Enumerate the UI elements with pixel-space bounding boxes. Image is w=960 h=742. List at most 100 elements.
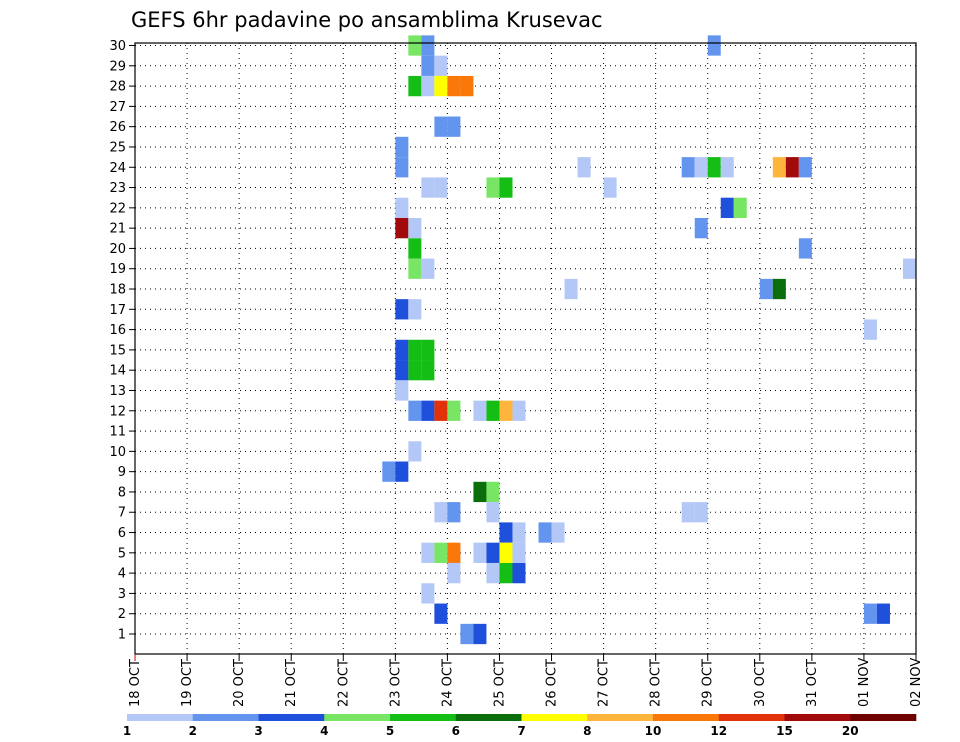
- precip-cell: [421, 542, 435, 563]
- x-tick-label: 18 OCT: [128, 659, 143, 707]
- precip-cell: [473, 481, 487, 503]
- legend-swatch: [127, 714, 194, 721]
- precip-cell: [421, 360, 435, 381]
- precip-cell: [798, 238, 812, 259]
- x-tick-label: 31 OCT: [805, 659, 820, 707]
- legend-label: 6: [452, 724, 460, 738]
- y-tick-label: 14: [109, 364, 126, 379]
- precip-cell: [434, 400, 448, 421]
- precip-cell: [486, 400, 500, 421]
- legend-label: 5: [386, 724, 394, 738]
- precip-cell: [512, 562, 526, 584]
- precip-cell: [538, 522, 552, 543]
- precip-cell: [421, 258, 435, 279]
- legend-swatch: [784, 714, 851, 721]
- y-tick-label: 5: [118, 546, 126, 561]
- precip-cell: [512, 400, 526, 421]
- precip-cell: [720, 157, 734, 178]
- precip-cell: [707, 157, 721, 178]
- y-tick-label: 10: [109, 445, 126, 460]
- precip-cell: [486, 542, 500, 563]
- precip-cell: [772, 278, 786, 300]
- y-tick-label: 4: [118, 567, 126, 582]
- precip-cell: [395, 339, 409, 361]
- precip-cell: [408, 339, 422, 361]
- legend-swatch: [718, 714, 785, 721]
- precip-cell: [486, 481, 500, 503]
- y-tick-label: 13: [109, 384, 126, 399]
- precip-cell: [460, 623, 474, 645]
- y-tick-label: 16: [109, 323, 126, 338]
- chart-title: GEFS 6hr padavine po ansamblima Krusevac: [131, 8, 603, 32]
- precip-cell: [408, 75, 422, 97]
- precip-cell: [408, 35, 422, 56]
- y-tick-label: 24: [109, 161, 126, 176]
- precip-cell: [421, 583, 435, 604]
- precip-cell: [395, 360, 409, 381]
- precip-cell: [863, 603, 877, 624]
- x-tick-label: 27 OCT: [597, 659, 612, 707]
- legend-swatch: [192, 714, 259, 721]
- x-tick-label: 22 OCT: [336, 659, 351, 707]
- x-tick-label: 29 OCT: [701, 659, 716, 707]
- precip-cell: [421, 400, 435, 421]
- precip-cell: [499, 542, 513, 563]
- precip-cell: [499, 177, 513, 198]
- precipitation-cells: [382, 35, 916, 645]
- precip-cell: [395, 157, 409, 178]
- x-tick-label: 30 OCT: [753, 659, 768, 707]
- y-tick-label: 27: [109, 100, 126, 115]
- precip-cell: [486, 502, 500, 523]
- precip-cell: [798, 157, 812, 178]
- legend-label: 20: [842, 724, 859, 738]
- legend-label: 15: [776, 724, 793, 738]
- precip-cell: [434, 75, 448, 97]
- precip-cell: [408, 441, 422, 462]
- precip-cell: [447, 400, 461, 421]
- x-tick-label: 26 OCT: [545, 659, 560, 707]
- precip-cell: [512, 542, 526, 563]
- precip-cell: [434, 603, 448, 624]
- precip-cell: [499, 562, 513, 584]
- precip-cell: [486, 562, 500, 584]
- y-tick-label: 26: [109, 120, 126, 135]
- precip-cell: [473, 542, 487, 563]
- precip-cell: [512, 522, 526, 543]
- y-tick-label: 15: [109, 343, 126, 358]
- legend-swatch: [587, 714, 654, 721]
- legend-label: 2: [189, 724, 197, 738]
- precip-cell: [681, 157, 695, 178]
- precip-cell: [408, 258, 422, 279]
- precip-cell: [694, 502, 708, 523]
- color-legend: 1 2 3 4 5 6 7 8 10 12 15 20: [123, 714, 917, 738]
- precip-cell: [408, 217, 422, 239]
- y-tick-label: 2: [118, 607, 126, 622]
- precip-cell: [759, 278, 773, 300]
- precip-cell: [473, 623, 487, 645]
- precip-cell: [421, 75, 435, 97]
- y-tick-label: 20: [109, 242, 126, 257]
- precip-cell: [447, 542, 461, 563]
- y-tick-label: 30: [109, 39, 126, 54]
- precip-cell: [434, 542, 448, 563]
- precip-cell: [785, 157, 799, 178]
- precip-cell: [395, 197, 409, 218]
- precip-cell: [434, 55, 448, 76]
- precip-cell: [720, 197, 734, 218]
- precip-cell: [694, 217, 708, 239]
- x-tick-label: 01 NOV: [857, 658, 872, 707]
- y-tick-label: 23: [109, 181, 126, 196]
- legend-label: 4: [320, 724, 328, 738]
- legend-swatch: [390, 714, 457, 721]
- legend-swatch: [653, 714, 720, 721]
- precip-cell: [486, 177, 500, 198]
- x-axis-ticks: 18 OCT 19 OCT 20 OCT 21 OCT 22 OCT 23 OCT 24 O…: [128, 654, 924, 707]
- precip-cell: [434, 177, 448, 198]
- legend-label: 3: [254, 724, 262, 738]
- precip-cell: [499, 400, 513, 421]
- x-tick-label: 02 NOV: [909, 658, 924, 707]
- precip-cell: [408, 299, 422, 320]
- y-tick-label: 21: [109, 222, 126, 237]
- legend-swatch: [521, 714, 588, 721]
